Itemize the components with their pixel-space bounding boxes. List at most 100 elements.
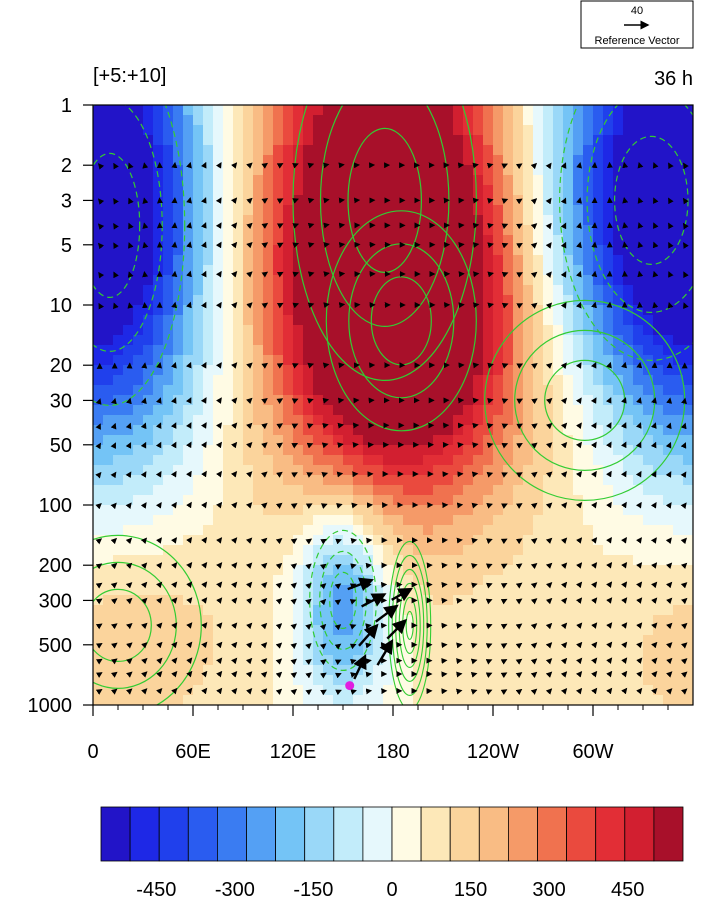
- heatmap-cell: [423, 185, 434, 196]
- heatmap-cell: [653, 695, 664, 705]
- heatmap-cell: [583, 475, 594, 486]
- heatmap-cell: [473, 485, 484, 496]
- wind-vector: [560, 162, 567, 169]
- heatmap-cell: [383, 155, 394, 166]
- heatmap-cell: [423, 405, 434, 416]
- wind-vector: [470, 623, 478, 630]
- heatmap-cell: [93, 575, 104, 586]
- heatmap-cell: [403, 435, 414, 446]
- heatmap-cell: [503, 395, 514, 406]
- heatmap-cell: [523, 355, 534, 366]
- heatmap-cell: [213, 295, 224, 306]
- heatmap-cell: [203, 545, 214, 556]
- heatmap-cell: [273, 625, 284, 636]
- heatmap-cell: [143, 205, 154, 216]
- wind-vector-strong: [353, 654, 367, 680]
- heatmap-cell: [613, 235, 624, 246]
- heatmap-cell: [423, 105, 434, 116]
- heatmap-cell: [673, 135, 684, 146]
- heatmap-cell: [103, 575, 114, 586]
- y-tick-label: 100: [39, 495, 72, 517]
- heatmap-cell: [113, 595, 124, 606]
- heatmap-cell: [93, 645, 104, 656]
- heatmap-cell: [623, 105, 634, 116]
- heatmap-cell: [583, 165, 594, 176]
- heatmap-cell: [593, 455, 604, 466]
- heatmap-cell: [203, 255, 214, 266]
- heatmap-cell: [143, 115, 154, 126]
- heatmap-cell: [93, 365, 104, 376]
- heatmap-cell: [343, 365, 354, 376]
- heatmap-cell: [643, 695, 654, 705]
- wind-vector: [531, 471, 538, 478]
- heatmap-cell: [353, 565, 364, 576]
- heatmap-cell: [543, 125, 554, 136]
- heatmap-cell: [663, 155, 674, 166]
- heatmap-cell: [423, 455, 434, 466]
- heatmap-cell: [373, 165, 384, 176]
- heatmap-cell: [623, 495, 634, 506]
- heatmap-cell: [133, 295, 144, 306]
- heatmap-cell: [613, 505, 624, 516]
- heatmap-cell: [213, 355, 224, 366]
- heatmap-cell: [663, 595, 674, 606]
- heatmap-cell: [273, 585, 284, 596]
- heatmap-cell: [453, 345, 464, 356]
- heatmap-cell: [583, 515, 594, 526]
- heatmap-cell: [533, 115, 544, 126]
- colorbar-segment: [362, 806, 393, 862]
- wind-vector: [515, 688, 523, 695]
- heatmap-cell: [323, 585, 334, 596]
- heatmap-cell: [333, 485, 344, 496]
- heatmap-cell: [153, 465, 164, 476]
- heatmap-cell: [583, 695, 594, 705]
- heatmap-cell: [343, 475, 354, 486]
- wind-vector: [680, 688, 688, 695]
- wind-vector: [651, 581, 658, 589]
- y-tick-label: 300: [39, 590, 72, 612]
- heatmap-cell: [513, 665, 524, 676]
- wind-vector: [651, 641, 658, 649]
- heatmap-cell: [683, 525, 693, 536]
- heatmap-cell: [673, 455, 684, 466]
- heatmap-cell: [583, 235, 594, 246]
- heatmap-cell: [173, 515, 184, 526]
- heatmap-cell: [543, 305, 554, 316]
- heatmap-cell: [233, 275, 244, 286]
- heatmap-cell: [323, 145, 334, 156]
- heatmap-cell: [553, 355, 564, 366]
- heatmap-cell: [273, 115, 284, 126]
- wind-vector: [680, 562, 688, 570]
- heatmap-cell: [553, 125, 564, 136]
- heatmap-cell: [173, 545, 184, 556]
- heatmap-cell: [413, 545, 424, 556]
- heatmap-cell: [153, 675, 164, 686]
- colorbar: -450 -300 -150 0 150 300 450: [100, 806, 684, 898]
- heatmap-cell: [163, 365, 174, 376]
- heatmap-cell: [173, 685, 184, 696]
- heatmap-cell: [273, 645, 284, 656]
- heatmap-cell: [463, 175, 474, 186]
- heatmap-cell: [183, 385, 194, 396]
- heatmap-cell: [273, 395, 284, 406]
- heatmap-cell: [233, 135, 244, 146]
- heatmap-cell: [103, 245, 114, 256]
- heatmap-cell: [173, 125, 184, 136]
- heatmap-cell: [513, 465, 524, 476]
- heatmap-cell: [523, 325, 534, 336]
- heatmap-cell: [163, 685, 174, 696]
- heatmap-cell: [253, 645, 264, 656]
- heatmap-cell: [123, 515, 134, 526]
- heatmap-cell: [403, 525, 414, 536]
- heatmap-cell: [203, 275, 214, 286]
- heatmap-cell: [463, 255, 474, 266]
- heatmap-cell: [183, 495, 194, 506]
- heatmap-cell: [293, 225, 304, 236]
- wind-vector: [545, 658, 553, 665]
- heatmap-cell: [443, 665, 454, 676]
- heatmap-cell: [553, 225, 564, 236]
- heatmap-cell: [493, 455, 504, 466]
- wind-vector: [321, 471, 329, 478]
- heatmap-cell: [163, 285, 174, 296]
- heatmap-cell: [413, 405, 424, 416]
